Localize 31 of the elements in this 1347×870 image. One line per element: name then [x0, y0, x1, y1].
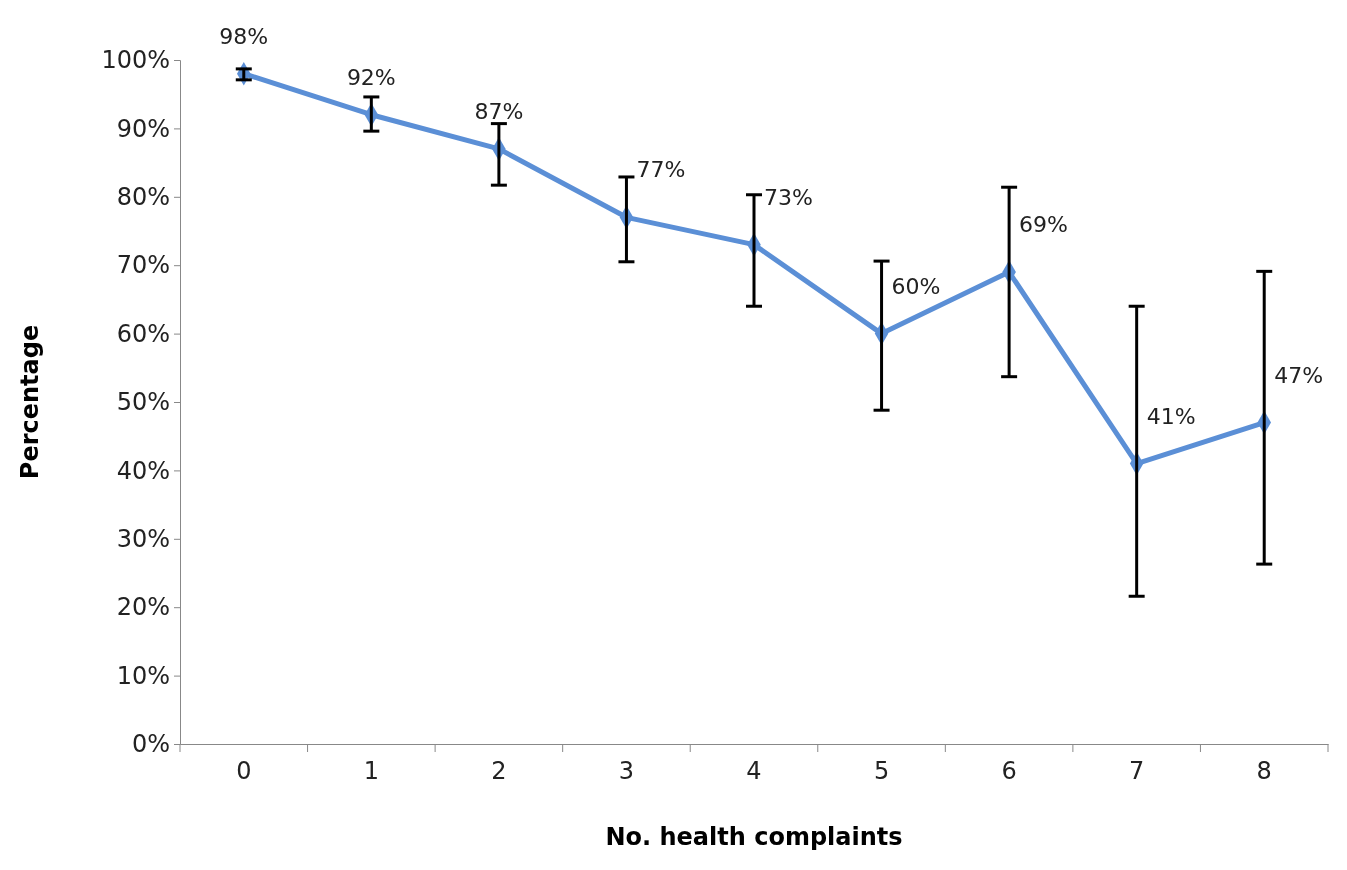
- y-tick-label: 80%: [116, 182, 170, 211]
- y-tick-label: 50%: [116, 388, 170, 417]
- x-tick-label: 7: [1129, 757, 1145, 786]
- data-label: 87%: [474, 98, 524, 124]
- y-tick-label: 10%: [116, 661, 170, 690]
- x-tick-label: 2: [491, 757, 507, 786]
- y-tick-label: 30%: [116, 524, 170, 553]
- data-label: 47%: [1274, 362, 1324, 388]
- data-label: 92%: [346, 64, 396, 90]
- data-label: 73%: [764, 184, 813, 210]
- x-tick-label: 5: [873, 757, 890, 786]
- x-tick-label: 3: [618, 757, 635, 786]
- data-label: 98%: [219, 23, 269, 49]
- x-tick-label: 8: [1256, 757, 1272, 786]
- x-axis-title: No. health complaints: [605, 823, 903, 851]
- x-tick-label: 4: [746, 757, 762, 786]
- y-axis-title: Percentage: [16, 324, 44, 480]
- y-tick-label: 90%: [116, 114, 170, 143]
- y-tick-label: 20%: [116, 593, 170, 622]
- data-label: 69%: [1019, 212, 1069, 238]
- y-tick-label: 40%: [116, 456, 170, 485]
- y-tick-label: 60%: [116, 319, 170, 348]
- data-label: 60%: [891, 273, 941, 299]
- data-label: 41%: [1146, 403, 1196, 429]
- y-tick-label: 70%: [116, 251, 170, 280]
- x-tick-label: 1: [363, 757, 379, 786]
- data-label: 77%: [636, 157, 686, 183]
- y-tick-label: 0%: [131, 730, 170, 759]
- x-tick-label: 6: [1001, 757, 1017, 786]
- y-tick-label: 100%: [101, 46, 170, 75]
- x-tick-label: 0: [236, 757, 252, 786]
